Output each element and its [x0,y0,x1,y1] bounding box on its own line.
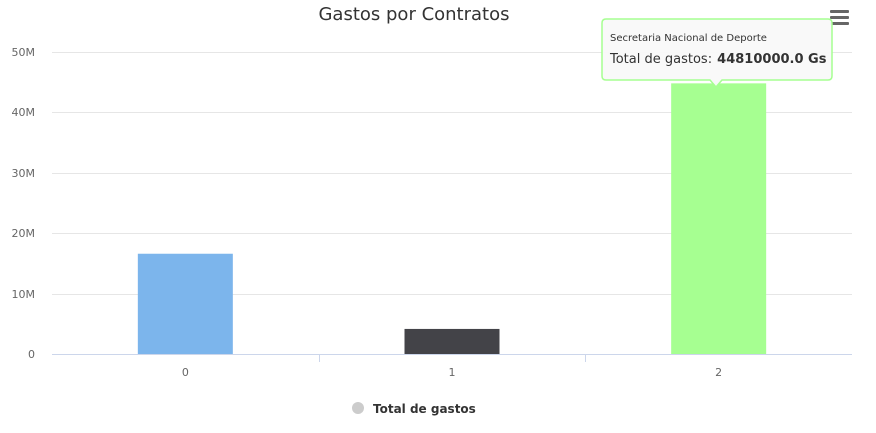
x-tick-label: 2 [715,366,722,379]
menu-line-3 [830,22,849,25]
tooltip-value: 44810000.0 Gs [717,52,827,67]
x-axis-ticks [319,354,586,362]
legend[interactable]: Total de gastos [352,402,476,416]
y-axis-labels: 0 10M 20M 30M 40M 50M [12,46,36,361]
menu-line-2 [830,16,849,19]
bar-0[interactable] [137,253,233,354]
y-tick-label: 10M [12,288,36,301]
y-tick-label: 40M [12,106,36,119]
menu-line-1 [830,10,849,13]
y-tick-label: 0 [28,348,35,361]
tooltip: Secretaria Nacional de Deporte Total de … [601,18,833,89]
x-tick-label: 0 [182,366,189,379]
tooltip-box [601,18,833,89]
tooltip-label: Total de gastos: [609,52,712,67]
legend-marker[interactable] [352,402,364,414]
tooltip-line: Total de gastos: 44810000.0 Gs [609,48,827,67]
x-axis-labels: 0 1 2 [182,366,722,379]
y-tick-label: 30M [12,167,36,180]
x-tick-label: 1 [449,366,456,379]
bar-2[interactable] [671,83,767,355]
bar-1[interactable] [404,328,500,354]
bars [137,83,767,355]
legend-item-total-de-gastos[interactable]: Total de gastos [373,402,476,416]
hamburger-menu-icon[interactable] [827,7,853,29]
tooltip-title: Secretaria Nacional de Deporte [610,33,767,44]
y-tick-label: 20M [12,227,36,240]
y-tick-label: 50M [12,46,36,59]
chart-title: Gastos por Contratos [318,4,509,25]
